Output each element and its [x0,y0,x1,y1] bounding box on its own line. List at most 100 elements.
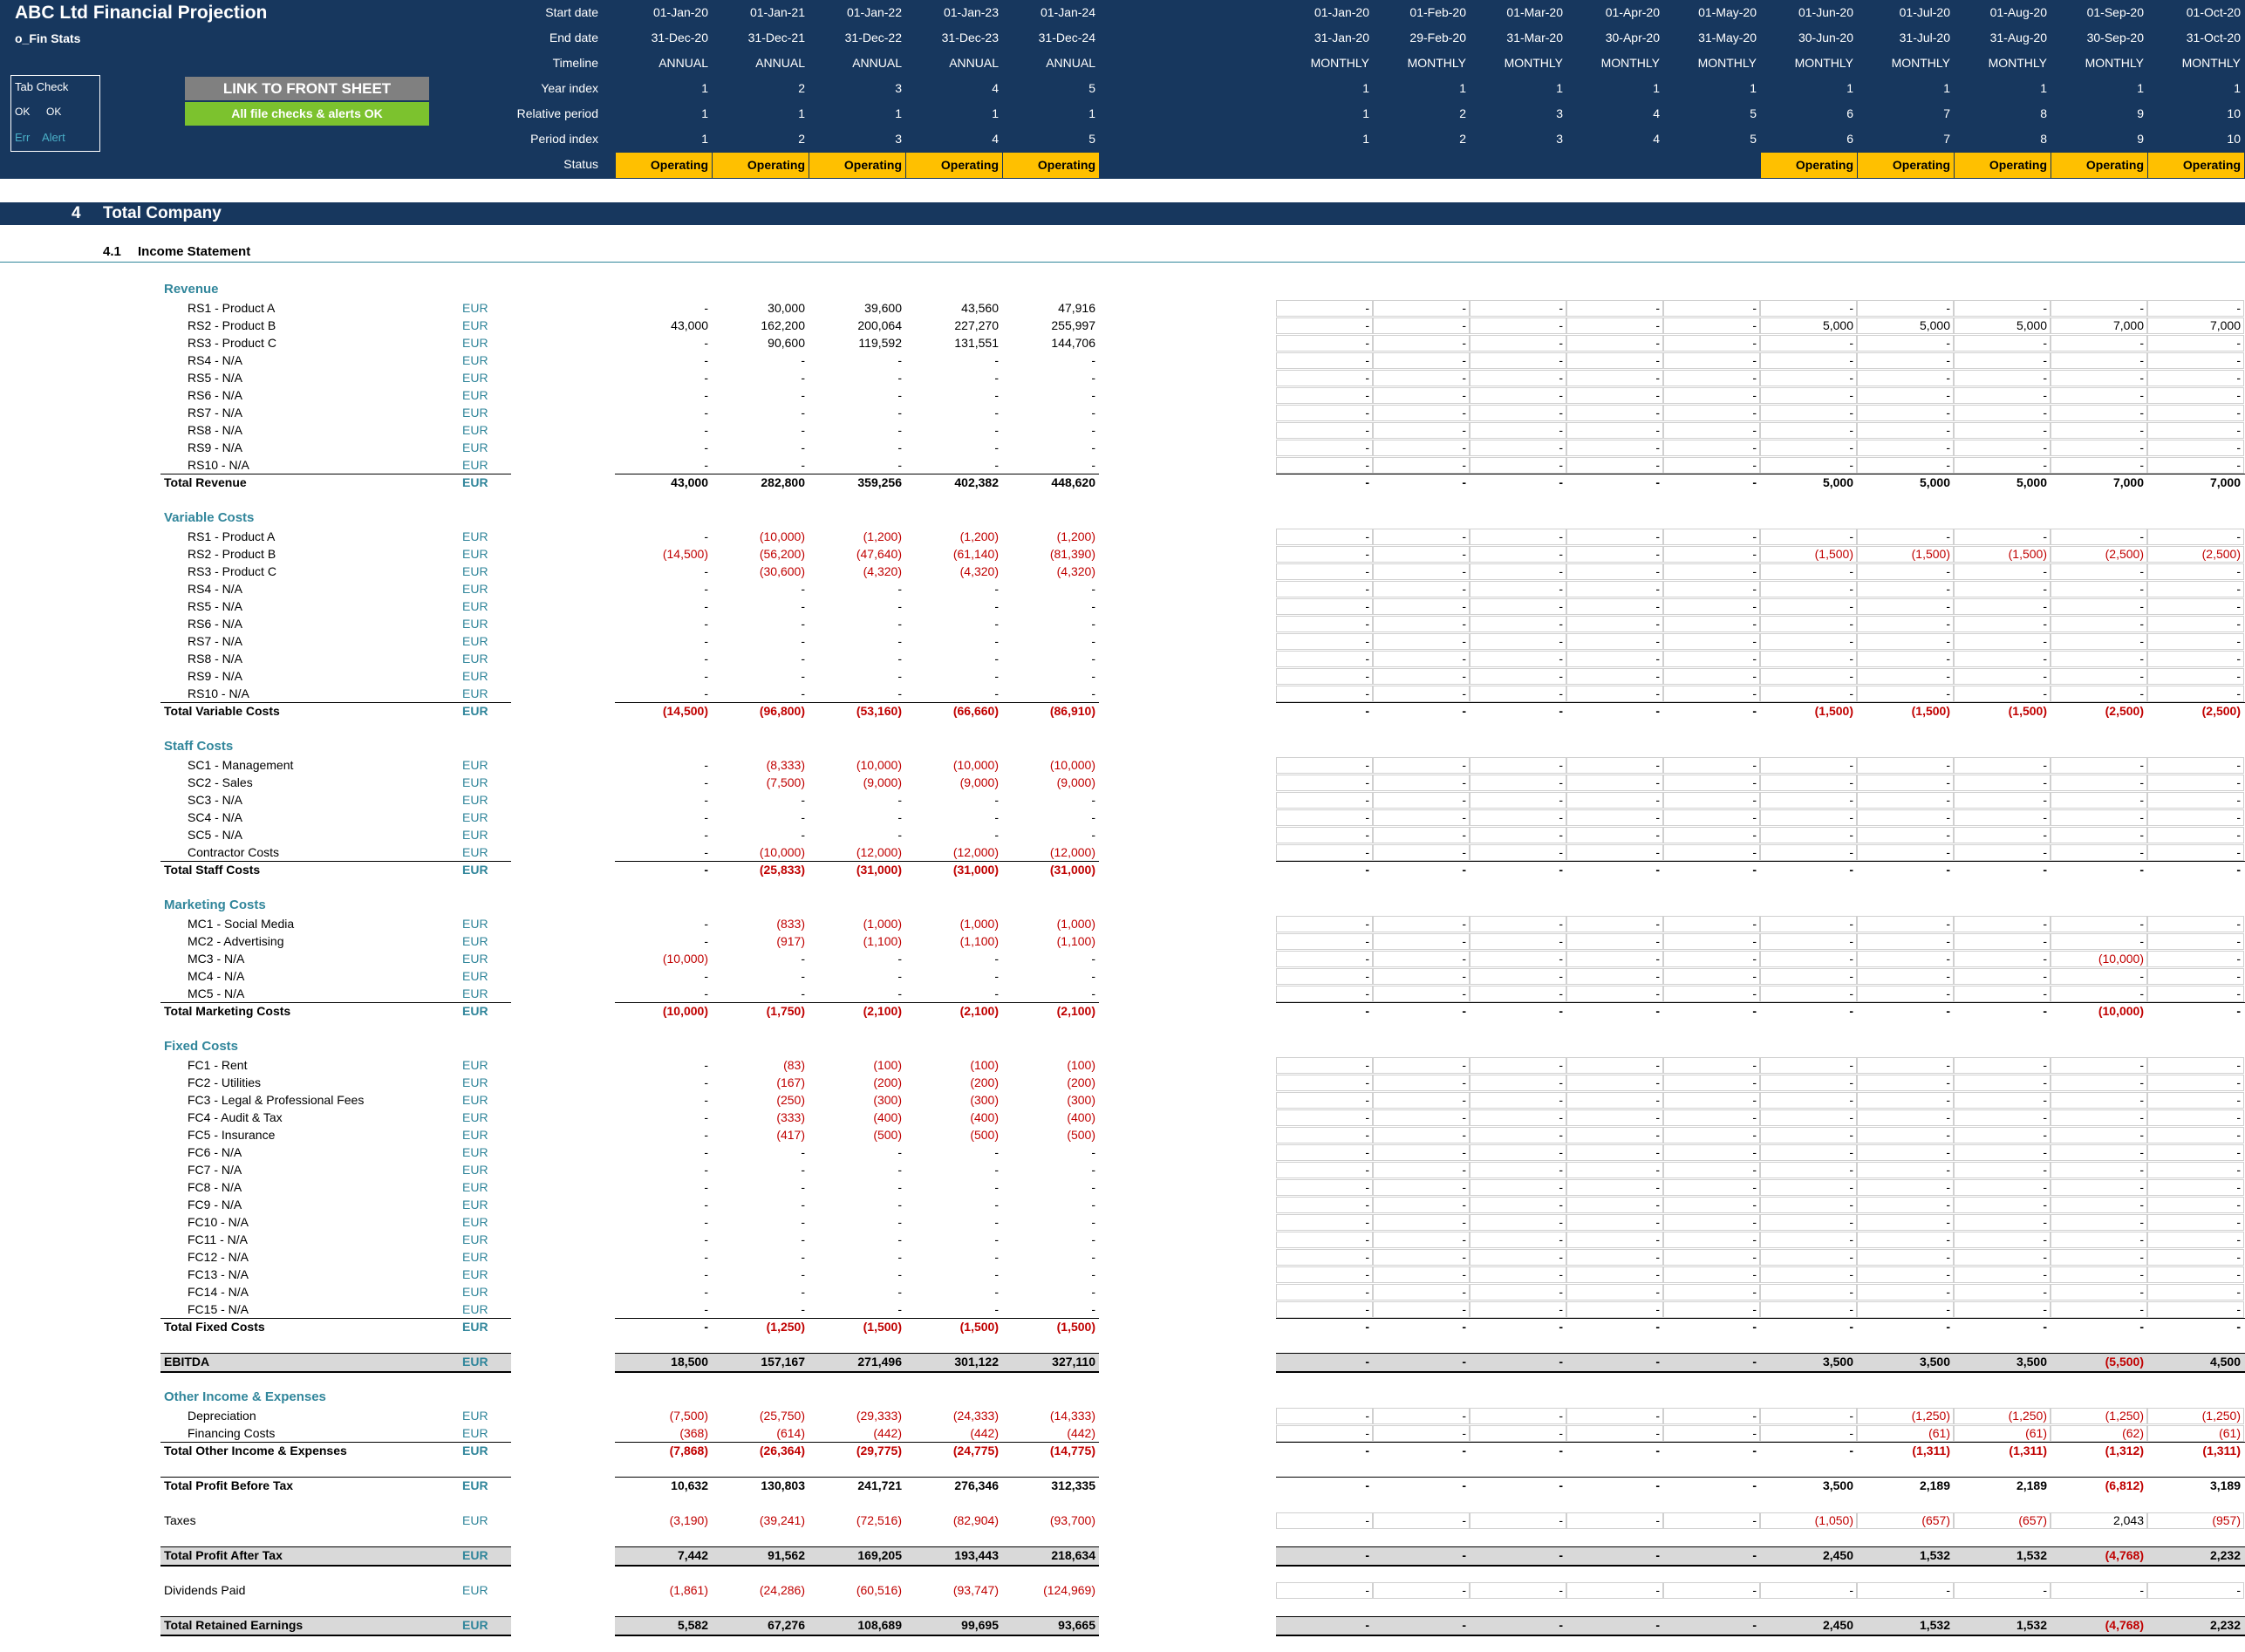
monthly-value-cell[interactable]: - [2043,1163,2047,1177]
monthly-value-cell[interactable]: - [1655,1250,1660,1264]
monthly-value-cell[interactable]: - [1752,1548,1757,1562]
annual-value-cell[interactable]: - [897,617,902,631]
monthly-value-cell[interactable]: - [1752,1302,1757,1316]
monthly-value-cell[interactable]: 1,532 [2016,1548,2047,1562]
monthly-value-cell[interactable]: - [1655,934,1660,948]
monthly-value-cell[interactable]: - [2139,458,2144,472]
monthly-value-cell[interactable]: - [2043,1180,2047,1194]
monthly-value-cell[interactable]: - [1752,793,1757,807]
monthly-value-cell[interactable]: - [1849,1145,1853,1159]
annual-value-cell[interactable]: - [801,353,805,367]
monthly-value-cell[interactable]: - [2139,917,2144,931]
monthly-value-cell[interactable]: - [1655,1426,1660,1440]
monthly-value-cell[interactable]: - [1462,810,1466,824]
annual-value-cell[interactable]: 108,689 [857,1618,902,1632]
annual-value-cell[interactable]: (14,775) [1049,1444,1095,1457]
monthly-value-cell[interactable]: 7,000 [2209,475,2241,489]
monthly-value-cell[interactable]: - [1946,1267,1950,1281]
monthly-value-cell[interactable]: - [1559,1426,1563,1440]
monthly-value-cell[interactable]: - [1365,1409,1369,1423]
monthly-value-cell[interactable]: (4,768) [2105,1618,2144,1632]
annual-value-cell[interactable]: 5,582 [677,1618,708,1632]
annual-value-cell[interactable]: (4,320) [959,564,999,578]
annual-value-cell[interactable]: (3,190) [669,1513,708,1527]
annual-value-cell[interactable]: (500) [873,1128,902,1142]
monthly-value-cell[interactable]: - [1946,1145,1950,1159]
monthly-value-cell[interactable]: - [1849,634,1853,648]
annual-value-cell[interactable]: - [994,1302,999,1316]
monthly-value-cell[interactable]: - [1559,969,1563,983]
monthly-value-cell[interactable]: - [2139,617,2144,631]
monthly-value-cell[interactable]: - [1655,582,1660,596]
annual-value-cell[interactable]: 131,551 [954,336,999,350]
annual-value-cell[interactable]: - [801,793,805,807]
monthly-value-cell[interactable]: - [1365,810,1369,824]
annual-value-cell[interactable]: - [704,564,708,578]
monthly-value-cell[interactable]: - [2236,1093,2241,1107]
monthly-value-cell[interactable]: - [1365,1444,1369,1457]
annual-value-cell[interactable]: - [1091,582,1095,596]
annual-value-cell[interactable]: - [1091,1163,1095,1177]
monthly-value-cell[interactable]: - [2139,934,2144,948]
monthly-value-cell[interactable]: - [2043,969,2047,983]
annual-value-cell[interactable]: - [704,458,708,472]
annual-value-cell[interactable]: - [704,388,708,402]
monthly-value-cell[interactable]: 2,232 [2209,1548,2241,1562]
monthly-value-cell[interactable]: - [1752,1004,1757,1018]
monthly-value-cell[interactable]: - [1752,917,1757,931]
monthly-value-cell[interactable]: 2,450 [1822,1618,1853,1632]
monthly-value-cell[interactable]: - [1365,1004,1369,1018]
monthly-value-cell[interactable]: - [1752,599,1757,613]
annual-value-cell[interactable]: 91,562 [768,1548,805,1562]
annual-value-cell[interactable]: (10,000) [952,758,999,772]
monthly-value-cell[interactable]: - [1365,1426,1369,1440]
annual-value-cell[interactable]: - [994,1250,999,1264]
monthly-value-cell[interactable]: - [1559,793,1563,807]
monthly-value-cell[interactable]: - [1365,1215,1369,1229]
monthly-value-cell[interactable]: - [2139,810,2144,824]
monthly-value-cell[interactable]: - [1462,423,1466,437]
annual-value-cell[interactable]: - [897,1250,902,1264]
annual-value-cell[interactable]: (10,000) [759,529,805,543]
annual-value-cell[interactable]: (500) [970,1128,999,1142]
annual-value-cell[interactable]: (7,500) [669,1409,708,1423]
monthly-value-cell[interactable]: - [1752,828,1757,842]
monthly-value-cell[interactable]: - [1559,986,1563,1000]
annual-value-cell[interactable]: - [994,828,999,842]
monthly-value-cell[interactable]: - [1849,1004,1853,1018]
annual-value-cell[interactable]: (10,000) [662,952,708,966]
monthly-value-cell[interactable]: - [1365,1163,1369,1177]
monthly-value-cell[interactable]: - [2236,371,2241,385]
annual-value-cell[interactable]: - [801,458,805,472]
monthly-value-cell[interactable]: - [1559,1320,1563,1334]
monthly-value-cell[interactable]: - [2139,1302,2144,1316]
monthly-value-cell[interactable]: - [2043,758,2047,772]
monthly-value-cell[interactable]: - [2043,1093,2047,1107]
monthly-value-cell[interactable]: - [1946,775,1950,789]
monthly-value-cell[interactable]: - [1946,1075,1950,1089]
monthly-value-cell[interactable]: - [1462,793,1466,807]
annual-value-cell[interactable]: (442) [1067,1426,1095,1440]
monthly-value-cell[interactable]: - [2236,1075,2241,1089]
annual-value-cell[interactable]: 30,000 [768,301,805,315]
annual-value-cell[interactable]: (200) [1067,1075,1095,1089]
monthly-value-cell[interactable]: - [1752,582,1757,596]
monthly-value-cell[interactable]: - [2139,1583,2144,1597]
annual-value-cell[interactable]: - [994,952,999,966]
monthly-value-cell[interactable]: - [1462,952,1466,966]
annual-value-cell[interactable]: (31,000) [952,863,999,877]
monthly-value-cell[interactable]: - [2043,582,2047,596]
monthly-value-cell[interactable]: - [1752,1285,1757,1299]
annual-value-cell[interactable]: - [801,1215,805,1229]
monthly-value-cell[interactable]: - [1655,986,1660,1000]
monthly-value-cell[interactable]: - [2236,301,2241,315]
monthly-value-cell[interactable]: - [1849,828,1853,842]
monthly-value-cell[interactable]: - [2043,810,2047,824]
annual-value-cell[interactable]: 18,500 [671,1355,708,1369]
monthly-value-cell[interactable]: - [1752,934,1757,948]
monthly-value-cell[interactable]: - [1365,1355,1369,1369]
annual-value-cell[interactable]: (400) [970,1110,999,1124]
monthly-value-cell[interactable]: - [1752,1093,1757,1107]
annual-value-cell[interactable]: - [994,810,999,824]
monthly-value-cell[interactable]: - [1946,934,1950,948]
